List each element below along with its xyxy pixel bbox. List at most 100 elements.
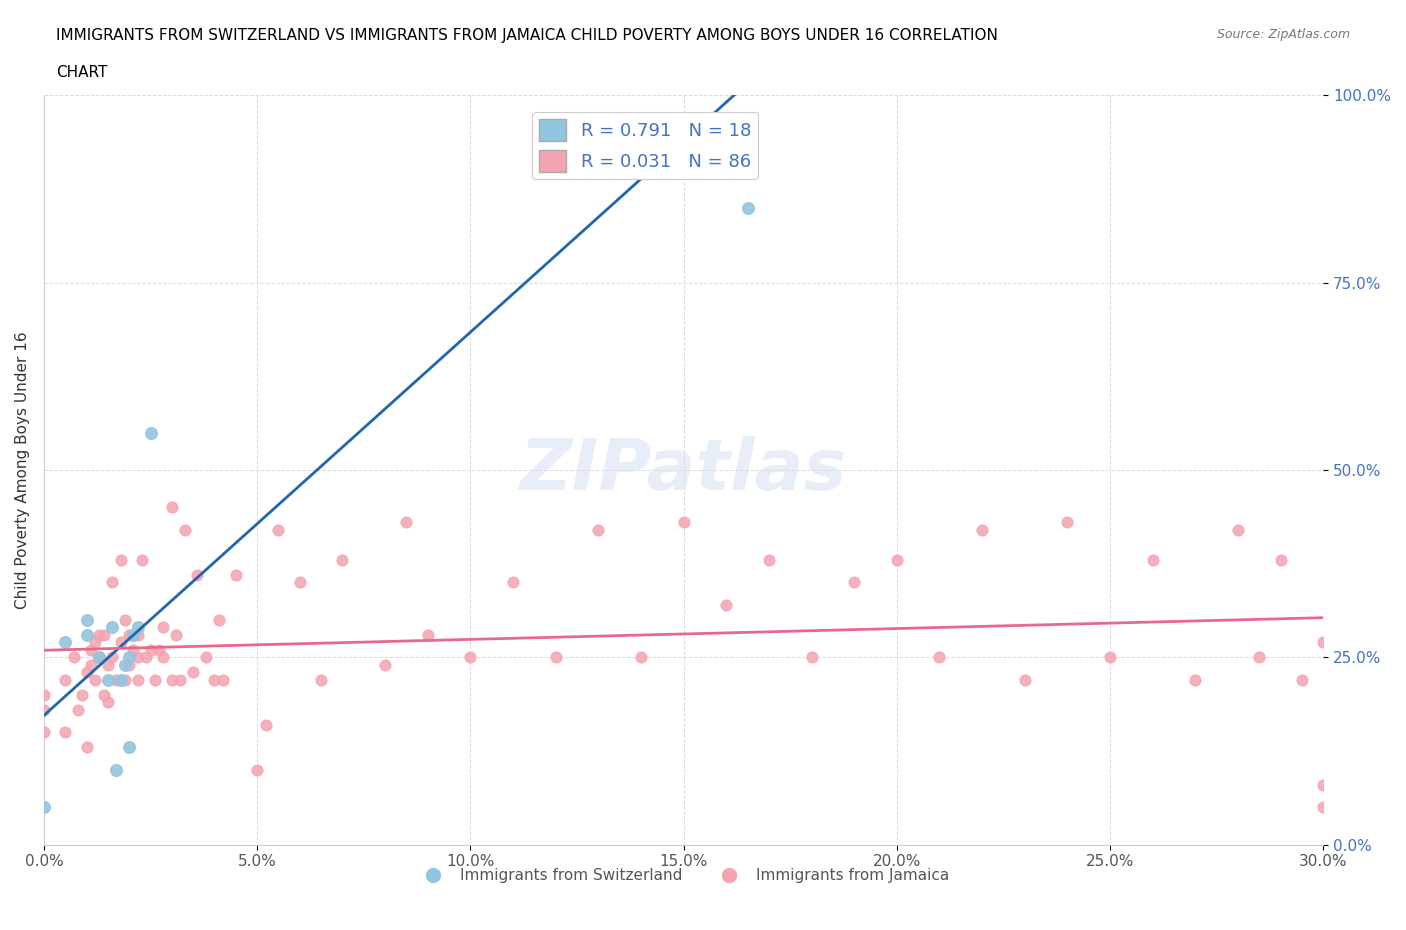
Point [416,628,439,643]
Point [160,672,183,687]
Point [152,650,174,665]
Point [139,425,162,440]
Point [225,567,247,582]
Point [972,523,994,538]
Point [1227,523,1250,538]
Point [110,635,132,650]
Point [395,515,418,530]
Point [737,200,759,215]
Point [110,672,132,687]
Point [76,665,98,680]
Point [208,613,231,628]
Text: ZIPatlas: ZIPatlas [520,435,848,504]
Point [374,658,396,672]
Point [288,575,311,590]
Point [32,687,55,702]
Point [672,111,695,126]
Point [127,620,149,635]
Point [143,672,166,687]
Point [1099,650,1122,665]
Point [76,613,98,628]
Point [66,702,89,717]
Point [588,523,610,538]
Point [544,111,567,126]
Point [160,500,183,515]
Point [502,575,524,590]
Point [309,672,332,687]
Point [186,567,208,582]
Point [169,672,191,687]
Point [1291,672,1313,687]
Point [332,552,354,567]
Point [76,628,98,643]
Point [246,763,269,777]
Point [544,650,567,665]
Point [254,717,277,732]
Point [267,523,290,538]
Point [32,724,55,739]
Point [135,650,157,665]
Point [32,800,55,815]
Point [139,643,162,658]
Point [89,650,111,665]
Text: IMMIGRANTS FROM SWITZERLAND VS IMMIGRANTS FROM JAMAICA CHILD POVERTY AMONG BOYS : IMMIGRANTS FROM SWITZERLAND VS IMMIGRANT… [56,28,998,43]
Point [928,650,950,665]
Point [1142,552,1164,567]
Text: Source: ZipAtlas.com: Source: ZipAtlas.com [1216,28,1350,41]
Point [62,650,84,665]
Point [118,628,141,643]
Point [1249,650,1271,665]
Point [886,552,908,567]
Point [844,575,866,590]
Point [72,687,94,702]
Point [105,763,128,777]
Point [148,643,170,658]
Point [114,672,136,687]
Point [118,658,141,672]
Point [53,672,76,687]
Point [105,672,128,687]
Point [181,665,204,680]
Point [1312,635,1334,650]
Point [127,628,149,643]
Point [800,650,823,665]
Point [212,672,235,687]
Point [152,620,174,635]
Point [101,650,124,665]
Point [84,635,107,650]
Point [84,672,107,687]
Point [1312,777,1334,792]
Point [460,650,482,665]
Legend: Immigrants from Switzerland, Immigrants from Jamaica: Immigrants from Switzerland, Immigrants … [412,862,956,889]
Point [118,650,141,665]
Point [118,739,141,754]
Point [114,658,136,672]
Point [194,650,217,665]
Point [127,650,149,665]
Point [758,552,780,567]
Point [173,523,195,538]
Point [165,628,187,643]
Point [204,672,226,687]
Point [672,515,695,530]
Point [1312,800,1334,815]
Point [53,724,76,739]
Point [97,672,120,687]
Text: CHART: CHART [56,65,108,80]
Point [53,635,76,650]
Y-axis label: Child Poverty Among Boys Under 16: Child Poverty Among Boys Under 16 [15,331,30,609]
Point [1014,672,1036,687]
Point [76,739,98,754]
Point [630,650,652,665]
Point [110,552,132,567]
Point [89,650,111,665]
Point [101,575,124,590]
Point [93,687,115,702]
Point [97,658,120,672]
Point [32,702,55,717]
Point [122,643,145,658]
Point [1184,672,1206,687]
Point [80,643,103,658]
Point [716,597,738,612]
Point [114,613,136,628]
